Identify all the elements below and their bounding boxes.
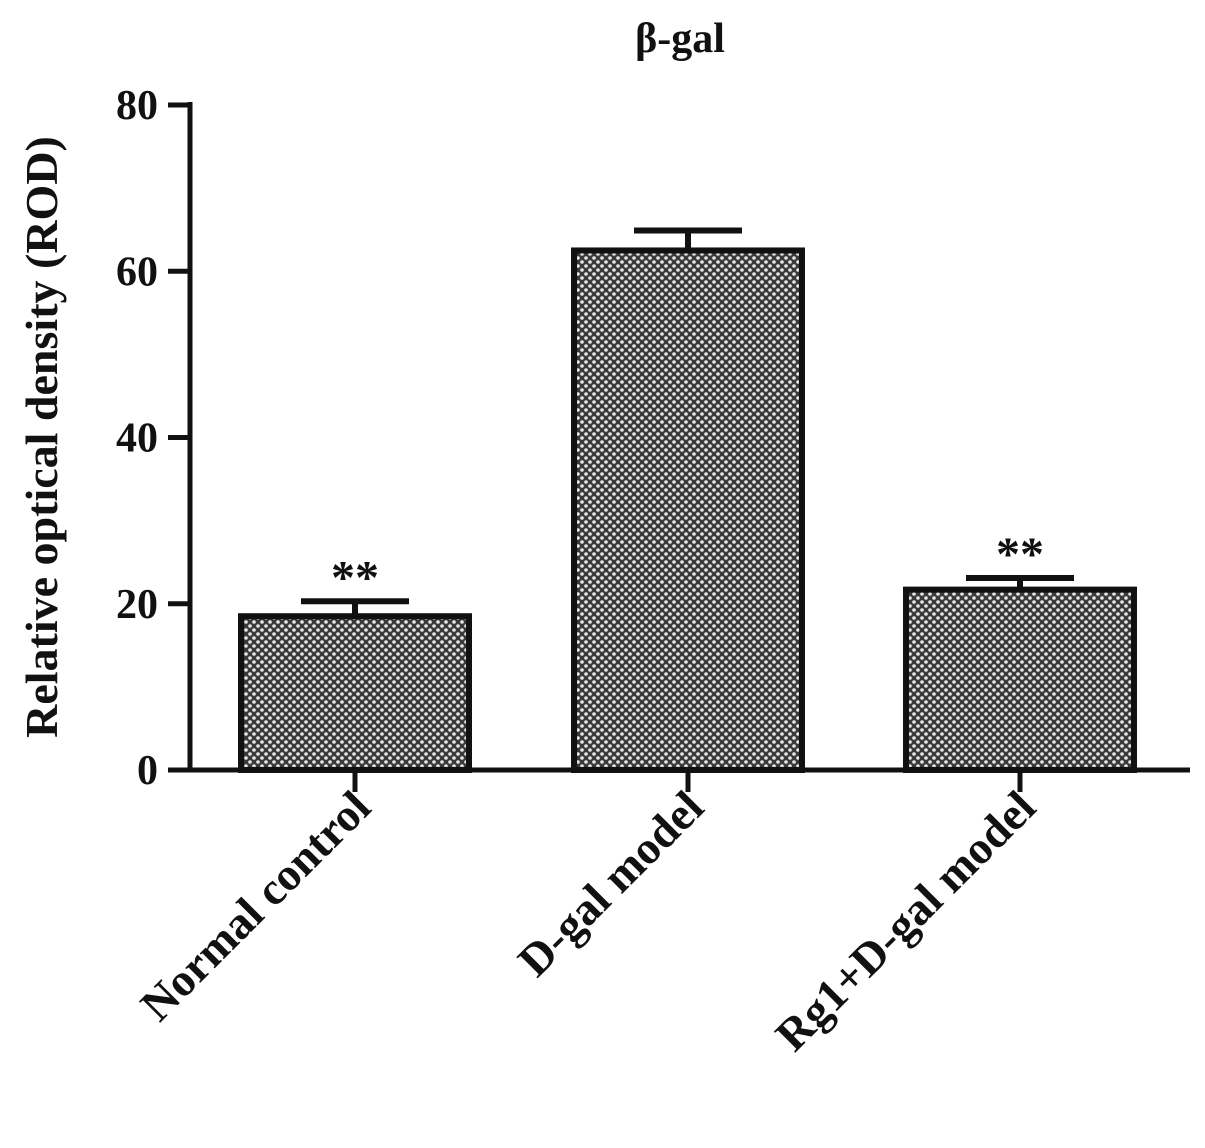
x-tick-label: Rg1+D-gal model [766,781,1046,1061]
x-axis: Normal control D-gal model Rg1+D-gal model [131,767,1190,1061]
significance-label: ** [996,528,1044,581]
x-tick-label: D-gal model [508,781,713,986]
significance-label: ** [331,551,379,604]
bars: ** ** [238,227,1137,774]
y-tick-label: 20 [116,582,158,628]
bar [238,613,472,773]
y-axis: 0 20 40 60 80 [116,83,193,794]
bar [903,586,1137,774]
bar [571,247,805,773]
y-tick-label: 80 [116,83,158,129]
x-tick-label: Normal control [131,781,381,1031]
y-tick-label: 40 [116,416,158,462]
chart-title: β-gal [635,16,725,62]
y-tick-label: 0 [137,748,158,794]
y-axis-label: Relative optical density (ROD) [16,136,67,738]
y-tick-label: 60 [116,249,158,295]
